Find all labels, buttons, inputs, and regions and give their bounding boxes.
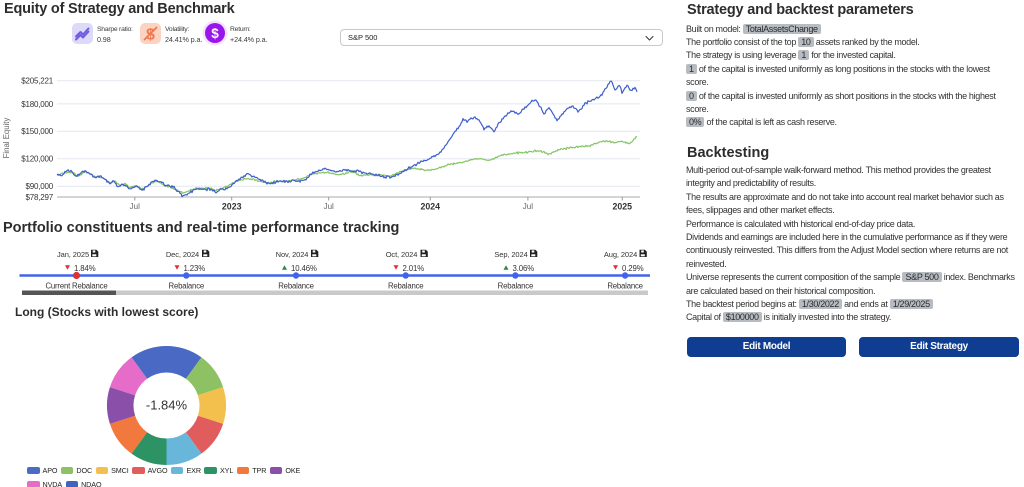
svg-text:2.01%: 2.01% bbox=[403, 264, 425, 273]
svg-text:Sep, 2024: Sep, 2024 bbox=[494, 250, 527, 259]
svg-text:Current Rebalance: Current Rebalance bbox=[45, 282, 107, 291]
svg-text:Dec, 2024: Dec, 2024 bbox=[166, 250, 199, 259]
svg-text:Oct, 2024: Oct, 2024 bbox=[386, 250, 418, 259]
svg-text:$: $ bbox=[146, 27, 155, 44]
svg-text:Aug, 2024: Aug, 2024 bbox=[604, 250, 637, 259]
svg-text:$78,297: $78,297 bbox=[25, 193, 53, 202]
svg-text:Rebalance: Rebalance bbox=[607, 282, 642, 291]
svg-text:$90,000: $90,000 bbox=[25, 182, 53, 191]
svg-text:Rebalance: Rebalance bbox=[498, 282, 533, 291]
svg-text:1.84%: 1.84% bbox=[74, 264, 96, 273]
svg-text:Jan, 2025: Jan, 2025 bbox=[57, 250, 89, 259]
svg-text:Jul: Jul bbox=[324, 202, 334, 211]
svg-text:Final Equity: Final Equity bbox=[2, 118, 11, 159]
svg-text:0.29%: 0.29% bbox=[622, 264, 644, 273]
svg-text:2023: 2023 bbox=[222, 202, 242, 212]
svg-text:Jul: Jul bbox=[130, 202, 140, 211]
svg-text:2024: 2024 bbox=[421, 202, 441, 212]
svg-text:Jul: Jul bbox=[523, 202, 533, 211]
svg-text:$180,000: $180,000 bbox=[21, 100, 54, 109]
svg-text:$205,221: $205,221 bbox=[21, 77, 54, 86]
svg-text:Nov, 2024: Nov, 2024 bbox=[276, 250, 309, 259]
svg-text:$150,000: $150,000 bbox=[21, 127, 54, 136]
svg-text:$120,000: $120,000 bbox=[21, 155, 54, 164]
svg-text:3.06%: 3.06% bbox=[513, 264, 535, 273]
svg-text:1.23%: 1.23% bbox=[184, 264, 206, 273]
svg-text:10.46%: 10.46% bbox=[291, 264, 317, 273]
svg-text:Rebalance: Rebalance bbox=[169, 282, 204, 291]
svg-text:-1.84%: -1.84% bbox=[146, 398, 188, 413]
svg-text:2025: 2025 bbox=[613, 202, 633, 212]
svg-text:Rebalance: Rebalance bbox=[388, 282, 423, 291]
svg-text:Rebalance: Rebalance bbox=[278, 282, 313, 291]
svg-text:$: $ bbox=[211, 26, 219, 41]
